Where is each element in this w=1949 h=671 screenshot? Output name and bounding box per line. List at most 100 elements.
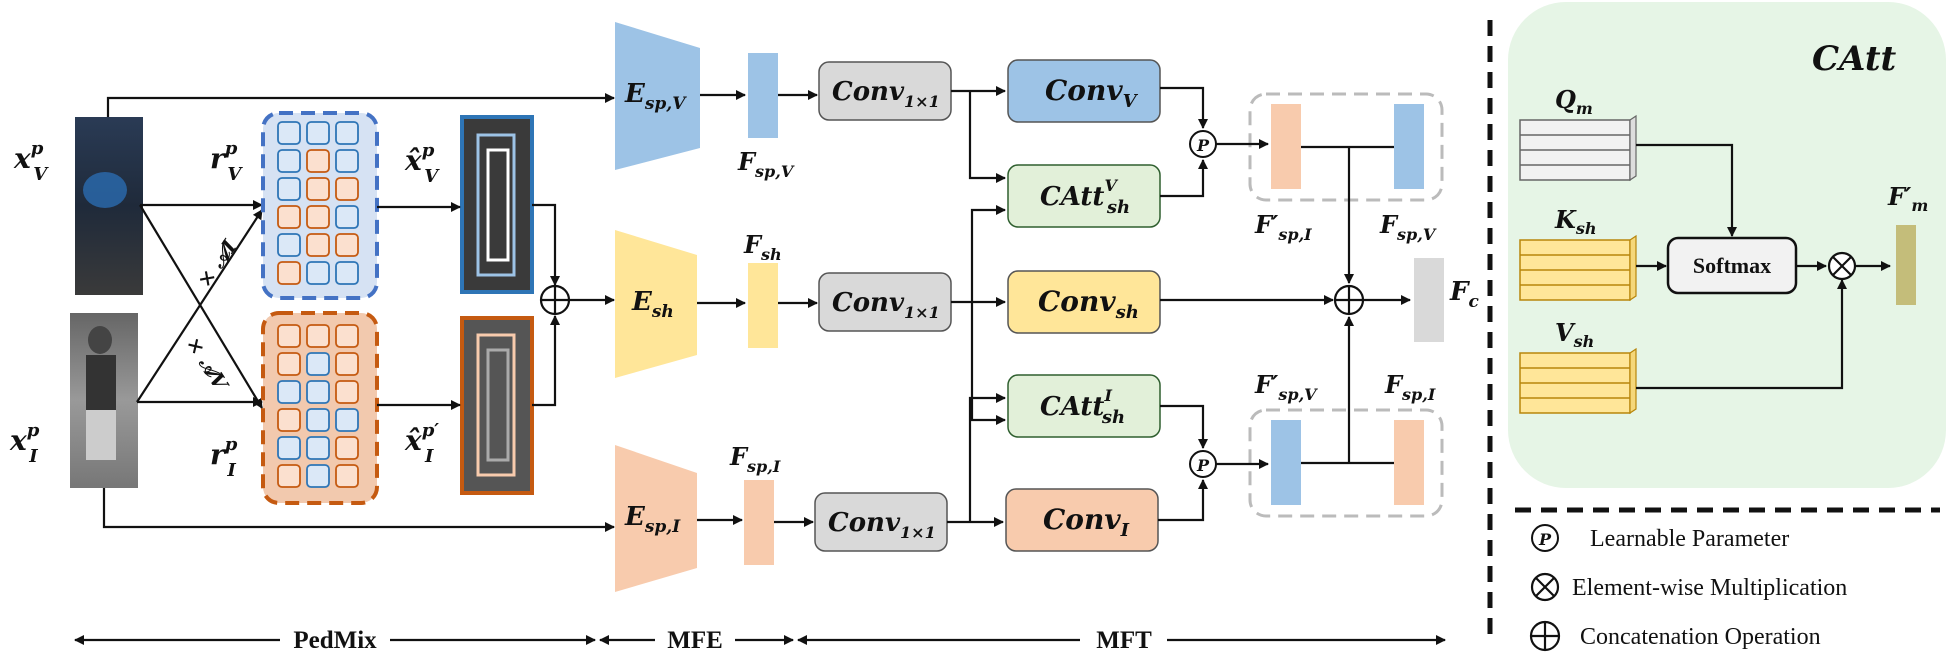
ri-label: rp I	[210, 434, 238, 481]
learnable-param-bottom: P	[1189, 450, 1217, 478]
fpm-bar	[1896, 225, 1916, 305]
e-sh-label: Esh	[631, 287, 674, 322]
concat-icon-pedmix	[539, 284, 571, 316]
legend-learnable: Learnable Parameter	[1590, 526, 1789, 552]
svg-text:ConvV: ConvV	[1045, 74, 1139, 112]
grid-cell	[277, 261, 301, 285]
legend-elementwise: Element-wise Multiplication	[1572, 575, 1847, 601]
conv-v-block	[1007, 59, 1161, 123]
aug-label-top: × 𝒜I	[192, 235, 242, 292]
legend-concat: Concatenation Operation	[1580, 624, 1821, 650]
xv-label: xp V	[13, 138, 49, 185]
grid-cell	[277, 149, 301, 173]
grid-cell	[277, 121, 301, 145]
grid-cell	[277, 464, 301, 488]
grid-cell	[277, 233, 301, 257]
grid-cell	[306, 261, 330, 285]
conv-sh-block	[1007, 270, 1161, 334]
concat-icon	[1529, 620, 1561, 652]
vsh-stack	[1519, 347, 1637, 415]
fpm-label: F′m	[1887, 182, 1928, 215]
f-sh-label: Fsh	[743, 230, 782, 264]
grid-cell	[306, 177, 330, 201]
encoder-shared	[615, 230, 697, 378]
f-spv2-bar	[1394, 104, 1424, 189]
fc-bar	[1414, 258, 1444, 342]
mix-grid-visible-cells	[277, 121, 359, 285]
grid-cell	[335, 233, 359, 257]
grid-cell	[306, 408, 330, 432]
grid-cell	[306, 380, 330, 404]
f-spv-label: Fsp,V	[737, 147, 795, 181]
svg-text:P: P	[1196, 456, 1210, 475]
grid-cell	[306, 464, 330, 488]
grid-cell	[277, 324, 301, 348]
learnable-param-top: P	[1189, 130, 1217, 158]
fp-spi-bar	[1271, 104, 1301, 189]
grid-cell	[306, 121, 330, 145]
grid-cell	[277, 380, 301, 404]
grid-cell	[335, 205, 359, 229]
qm-stack	[1519, 114, 1637, 182]
encoder-visible	[615, 22, 700, 170]
svg-text:P: P	[1196, 136, 1210, 155]
grid-cell	[335, 436, 359, 460]
grid-cell	[335, 408, 359, 432]
xhat-v-label: x̂p V	[404, 140, 440, 187]
f-spi2-bar	[1394, 420, 1424, 505]
grid-cell	[335, 149, 359, 173]
e-spv-label: Esp,V	[624, 79, 687, 114]
stage-pedmix: PedMix	[293, 627, 377, 654]
multiply-icon-catt	[1827, 251, 1857, 281]
xi-label: xp I	[9, 420, 40, 467]
grid-cell	[277, 352, 301, 376]
grid-cell	[306, 436, 330, 460]
feature-group-top	[1248, 92, 1444, 202]
grid-cell	[335, 121, 359, 145]
f-spv-bar	[748, 53, 778, 138]
grid-cell	[277, 436, 301, 460]
grid-cell	[335, 352, 359, 376]
grid-cell	[335, 380, 359, 404]
grid-cell	[306, 149, 330, 173]
svg-text:P: P	[1538, 530, 1552, 549]
grid-cell	[277, 205, 301, 229]
softmax-label: Softmax	[1693, 253, 1771, 278]
grid-cell	[335, 177, 359, 201]
grid-cell	[306, 352, 330, 376]
fp-spv-label: F′sp,V	[1254, 370, 1318, 404]
mix-grid-infrared-cells	[277, 324, 359, 488]
catt-panel-title: CAtt	[1812, 39, 1897, 79]
vsh-label: Vsh	[1555, 318, 1594, 351]
e-spi-label: Esp,I	[624, 502, 681, 537]
stage-mft: MFT	[1096, 627, 1152, 654]
ksh-stack	[1519, 234, 1637, 302]
grid-cell	[306, 324, 330, 348]
ksh-label: Ksh	[1554, 205, 1597, 238]
multiply-icon	[1530, 572, 1560, 602]
qm-label: Qm	[1555, 85, 1593, 118]
encoder-infrared	[615, 445, 697, 592]
svg-text:Convsh: Convsh	[1038, 285, 1139, 323]
grid-cell	[335, 324, 359, 348]
grid-cell	[277, 408, 301, 432]
fc-label: Fc	[1449, 277, 1479, 312]
svg-text:ConvI: ConvI	[1043, 503, 1130, 541]
grid-cell	[277, 177, 301, 201]
svg-text:Conv1×1: Conv1×1	[828, 508, 936, 542]
learnable-icon: P	[1531, 524, 1559, 552]
svg-text:Conv1×1: Conv1×1	[832, 77, 940, 111]
aug-label-bottom: × 𝒜V	[182, 332, 234, 396]
xhat-i-label: x̂p′ I	[404, 420, 439, 467]
feature-group-bottom	[1248, 408, 1444, 518]
grid-cell	[306, 233, 330, 257]
grid-cell	[335, 464, 359, 488]
f-spi-label: Fsp,I	[729, 442, 781, 476]
f-spv2-label: Fsp,V	[1379, 210, 1437, 244]
svg-text:Conv1×1: Conv1×1	[832, 288, 940, 322]
f-spi2-label: Fsp,I	[1384, 370, 1436, 404]
grid-cell	[335, 261, 359, 285]
f-sh-bar	[748, 263, 778, 348]
